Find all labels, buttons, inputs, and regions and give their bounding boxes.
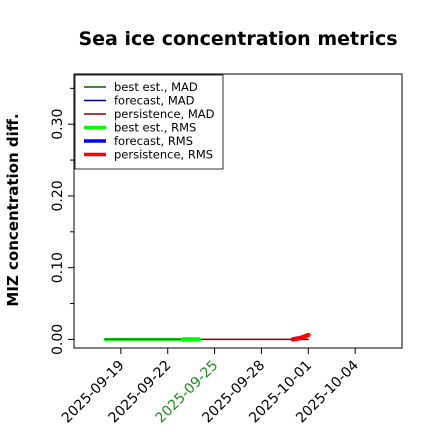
plot-area bbox=[103, 332, 311, 342]
legend-entry-4: forecast, RMS bbox=[114, 134, 193, 148]
y-tick-label-0: 0.00 bbox=[50, 324, 66, 355]
legend-entry-1: forecast, MAD bbox=[114, 94, 195, 108]
y-tick-label-3: 0.30 bbox=[50, 109, 66, 140]
legend-entry-3: best est., RMS bbox=[114, 121, 196, 135]
legend-entry-2: persistence, MAD bbox=[114, 107, 215, 121]
legend-entry-0: best est., MAD bbox=[114, 80, 198, 94]
y-tick-label-2: 0.20 bbox=[50, 180, 66, 211]
y-axis-label: MIZ concentration diff. bbox=[4, 113, 22, 306]
chart-title: Sea ice concentration metrics bbox=[78, 28, 397, 50]
persistence-rms-highlight bbox=[290, 332, 311, 342]
plot-frame bbox=[73, 73, 403, 349]
legend-entry-5: persistence, RMS bbox=[114, 148, 213, 162]
y-tick-label-1: 0.10 bbox=[50, 252, 66, 283]
